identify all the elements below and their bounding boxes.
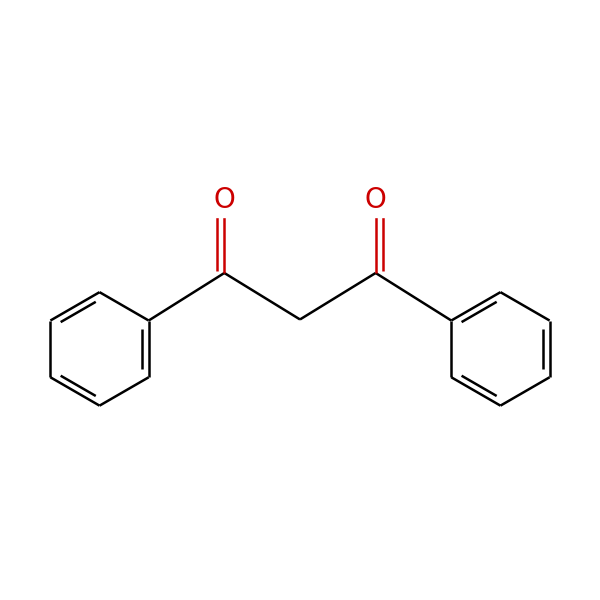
Text: O: O [365,186,386,214]
Text: O: O [214,186,235,214]
